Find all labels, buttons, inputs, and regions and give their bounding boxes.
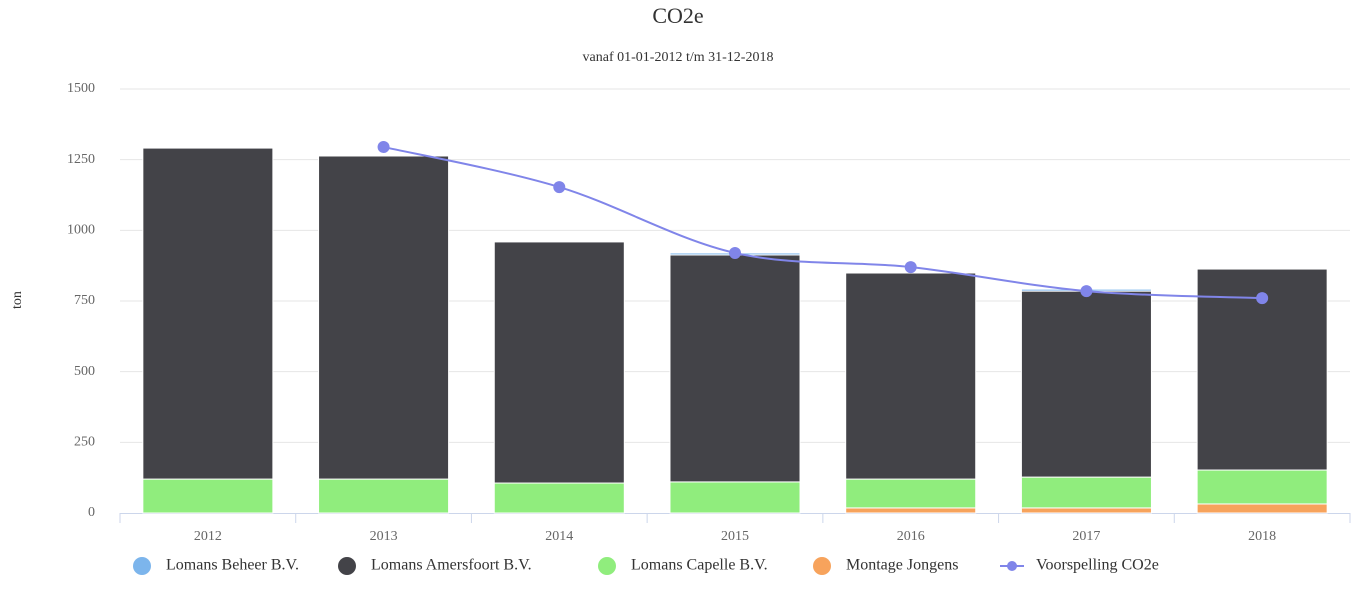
legend-label: Montage Jongens [846,557,958,574]
x-tick-label: 2018 [1248,529,1276,544]
bar-segment [1020,476,1152,509]
x-tick-label: 2017 [1072,529,1100,544]
bar-segment [1020,290,1152,478]
bar-segment [493,482,625,514]
y-tick-label: 750 [74,293,95,308]
legend-symbol [598,557,616,575]
bar-segment [142,478,274,514]
line-point [1256,292,1269,305]
y-tick-label: 1250 [67,152,95,167]
bar-segment [1020,507,1152,514]
line-point [1080,285,1093,298]
y-tick-label: 0 [88,505,95,520]
legend-symbol [1007,561,1017,571]
legend-symbol [133,557,151,575]
bar-segment [845,478,977,509]
legend-label: Voorspelling CO2e [1036,557,1159,574]
bar-segment [845,507,977,514]
bar-segment [142,147,274,480]
bar-segment [493,241,625,484]
line-point [553,181,566,194]
legend-symbol [813,557,831,575]
x-tick-label: 2014 [545,529,573,544]
bar-segment [669,254,801,483]
line-point [729,246,741,259]
legend-label: Lomans Beheer B.V. [166,557,299,574]
legend-label: Lomans Capelle B.V. [631,557,768,574]
bar-segment [318,155,450,480]
y-axis-label: ton [10,291,25,309]
line-point [904,261,917,274]
y-tick-label: 250 [74,435,95,450]
line-point [377,140,390,153]
x-tick-label: 2013 [370,529,398,544]
bar-segment [1196,469,1328,505]
x-tick-label: 2012 [194,529,222,544]
y-tick-label: 1000 [67,223,95,238]
chart-title: CO2e [652,3,703,28]
legend-label: Lomans Amersfoort B.V. [371,557,532,574]
bar-segment [845,272,977,480]
y-tick-label: 500 [74,364,95,379]
chart-subtitle: vanaf 01-01-2012 t/m 31-12-2018 [583,50,774,65]
line [383,145,1263,300]
bar-segment [318,478,450,514]
legend-symbol [338,557,356,575]
x-tick-label: 2015 [721,529,749,544]
y-tick-label: 1500 [67,81,95,96]
bar-segment [1196,503,1328,514]
bar-segment [669,481,801,514]
x-tick-label: 2016 [897,529,925,544]
